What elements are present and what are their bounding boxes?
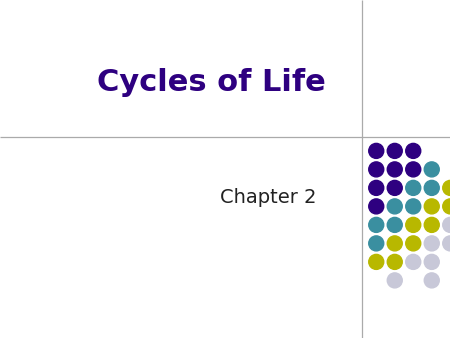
Circle shape — [406, 162, 421, 177]
Circle shape — [369, 180, 384, 195]
Circle shape — [443, 199, 450, 214]
Circle shape — [369, 199, 384, 214]
Circle shape — [424, 180, 439, 195]
Text: Chapter 2: Chapter 2 — [220, 188, 316, 207]
Circle shape — [406, 255, 421, 269]
Circle shape — [369, 255, 384, 269]
Circle shape — [369, 217, 384, 233]
Circle shape — [443, 236, 450, 251]
Circle shape — [387, 255, 402, 269]
Circle shape — [424, 255, 439, 269]
Circle shape — [406, 180, 421, 195]
Circle shape — [406, 143, 421, 159]
Circle shape — [387, 236, 402, 251]
Circle shape — [424, 273, 439, 288]
Circle shape — [406, 217, 421, 233]
Circle shape — [424, 236, 439, 251]
Circle shape — [387, 180, 402, 195]
Circle shape — [443, 180, 450, 195]
Text: Cycles of Life: Cycles of Life — [97, 68, 326, 97]
Circle shape — [369, 236, 384, 251]
Circle shape — [424, 217, 439, 233]
Circle shape — [424, 162, 439, 177]
Circle shape — [369, 143, 384, 159]
Circle shape — [406, 199, 421, 214]
Circle shape — [387, 217, 402, 233]
Circle shape — [387, 143, 402, 159]
Circle shape — [387, 199, 402, 214]
Circle shape — [406, 236, 421, 251]
Circle shape — [387, 273, 402, 288]
Circle shape — [369, 162, 384, 177]
Circle shape — [443, 217, 450, 233]
Circle shape — [387, 162, 402, 177]
Circle shape — [424, 199, 439, 214]
